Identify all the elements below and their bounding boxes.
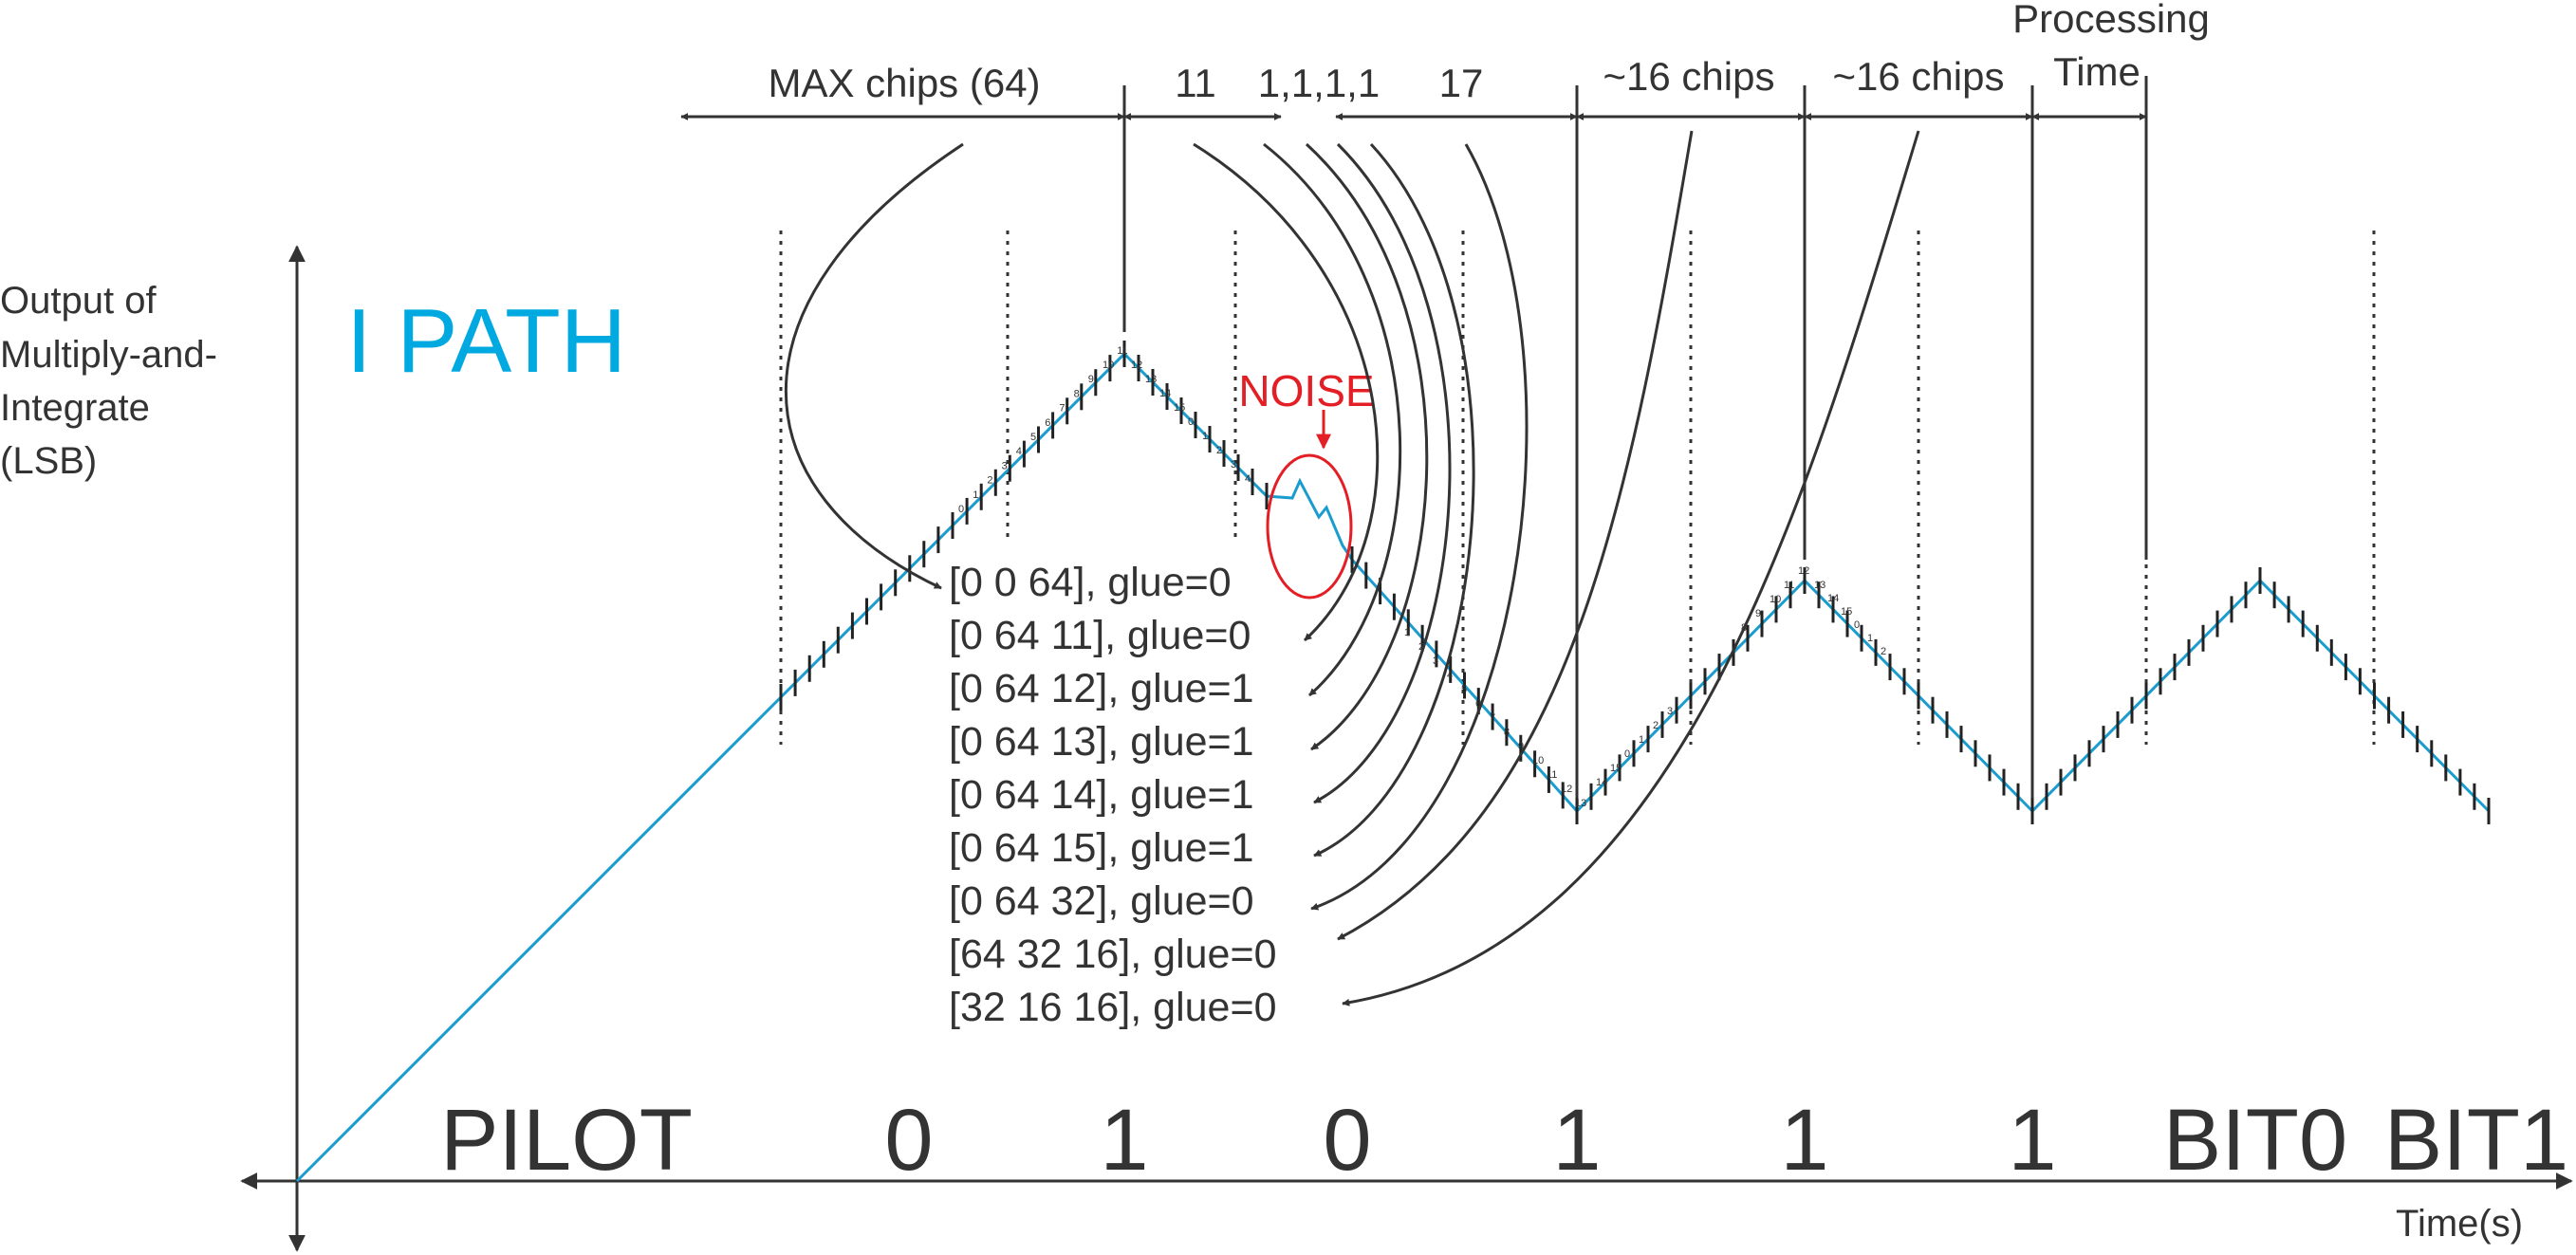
state-item: [0 0 64], glue=0 (949, 560, 1232, 605)
chip-number: 1 (1867, 633, 1873, 644)
y-axis-label-line: (LSB) (0, 440, 97, 482)
chip-number: 14 (1159, 388, 1171, 399)
noise-ellipse (1268, 455, 1351, 598)
state-item: [0 64 13], glue=1 (949, 719, 1254, 765)
span-label-processing: Processing (2012, 0, 2210, 41)
state-list: [0 0 64], glue=0 [0 64 11], glue=0 [0 64… (949, 560, 1277, 1030)
chip-number: 3 (1433, 655, 1438, 667)
mapping-arrow (1314, 144, 1450, 803)
chip-number: 3 (1231, 459, 1236, 471)
chip-number: 14 (1827, 593, 1839, 604)
bit-label: 1 (1552, 1092, 1601, 1189)
path-title: I PATH (346, 290, 626, 392)
chip-number: 0 (1854, 619, 1860, 631)
state-item: [0 64 11], glue=0 (949, 613, 1251, 658)
chip-number: 12 (1561, 784, 1572, 795)
span-label-11: 11 (1175, 61, 1216, 105)
span-label-time: Time (2053, 49, 2140, 94)
y-axis-label-line: Integrate (0, 387, 150, 429)
chip-number: 10 (1532, 755, 1544, 766)
state-item: [0 64 12], glue=1 (949, 666, 1254, 711)
chip-number: 5 (1030, 432, 1036, 443)
chip-number: 11 (1547, 769, 1557, 781)
chip-number: 10 (1103, 360, 1114, 371)
chip-number: 9 (1755, 608, 1761, 619)
chip-number: 0 (1188, 416, 1194, 428)
chip-number: 4 (1016, 446, 1022, 457)
chip-number: 15 (1174, 402, 1185, 414)
bit-label: 0 (884, 1092, 933, 1189)
y-axis-label-line: Output of (0, 280, 157, 322)
chip-number: 9 (1088, 374, 1094, 385)
span-labels: MAX chips (64) 11 1,1,1,1 17 ~16 chips ~… (768, 0, 2209, 105)
state-item: [0 64 14], glue=1 (949, 772, 1254, 818)
chip-number: 1 (1404, 627, 1410, 638)
chip-number: 1 (1202, 431, 1208, 442)
chip-number: 15 (1610, 763, 1622, 774)
chip-number: 11 (1117, 345, 1127, 357)
chip-number: 8 (1074, 388, 1080, 399)
state-item: [0 64 32], glue=0 (949, 878, 1254, 924)
y-axis-label-line: Multiply-and- (0, 334, 217, 376)
chip-number: 8 (1504, 727, 1510, 738)
span-label-17: 17 (1439, 61, 1484, 105)
noise-label: NOISE (1238, 366, 1374, 415)
chip-number: 4 (1245, 473, 1251, 485)
state-item: [0 64 15], glue=1 (949, 825, 1254, 871)
bit-label: BIT1 (2384, 1092, 2568, 1189)
chip-number: 2 (1653, 720, 1659, 731)
bit-label: 1 (1100, 1092, 1148, 1189)
span-label-16-chips-b: ~16 chips (1833, 54, 2005, 99)
mapping-arrow (786, 144, 963, 588)
chip-number: 3 (1667, 706, 1673, 717)
span-label-16-chips-a: ~16 chips (1603, 54, 1775, 99)
x-axis-label: Time(s) (2396, 1203, 2523, 1245)
chip-number: 5 (1461, 684, 1467, 695)
bit-label: 1 (2008, 1092, 2056, 1189)
chip-number: 13 (1814, 580, 1825, 591)
chip-number: 11 (1784, 580, 1794, 591)
chip-number: 12 (1131, 360, 1142, 371)
bit-label: PILOT (440, 1092, 693, 1189)
chip-number: 12 (1798, 565, 1809, 577)
state-item: [64 32 16], glue=0 (949, 932, 1277, 977)
chip-number: 6 (1045, 417, 1050, 429)
chip-number: 13 (1145, 374, 1157, 385)
span-label-1111: 1,1,1,1 (1258, 61, 1380, 105)
chip-number: 2 (1216, 445, 1222, 456)
bit-labels: PILOT 0 1 0 1 1 1 BIT0 BIT1 (440, 1092, 2568, 1189)
mapping-arrow (1311, 144, 1527, 909)
bit-label: 0 (1323, 1092, 1371, 1189)
bit-label: 1 (1780, 1092, 1828, 1189)
chip-number: 10 (1770, 594, 1781, 605)
chip-number: 1 (1639, 734, 1644, 746)
chip-number: 0 (1624, 748, 1630, 760)
chip-number: 2 (1881, 646, 1886, 657)
span-boundaries (1124, 76, 2146, 823)
span-label-max-chips: MAX chips (64) (768, 61, 1040, 105)
y-axis-label: Output of Multiply-and- Integrate (LSB) (0, 280, 228, 482)
chip-number: 15 (1841, 606, 1852, 618)
state-item: [32 16 16], glue=0 (949, 985, 1277, 1030)
chip-number: 2 (987, 475, 992, 487)
chip-number: 14 (1596, 777, 1607, 788)
chip-number: 7 (1490, 712, 1495, 724)
chip-number: 0 (958, 504, 964, 515)
chip-number: 4 (1447, 670, 1453, 681)
chip-number: 3 (1002, 460, 1008, 471)
bit-label: BIT0 (2163, 1092, 2347, 1189)
chip-number: 7 (1059, 403, 1065, 415)
chip-number: 1 (973, 489, 978, 501)
mapping-arrow (1264, 144, 1400, 695)
chip-number: 13 (1575, 798, 1586, 809)
